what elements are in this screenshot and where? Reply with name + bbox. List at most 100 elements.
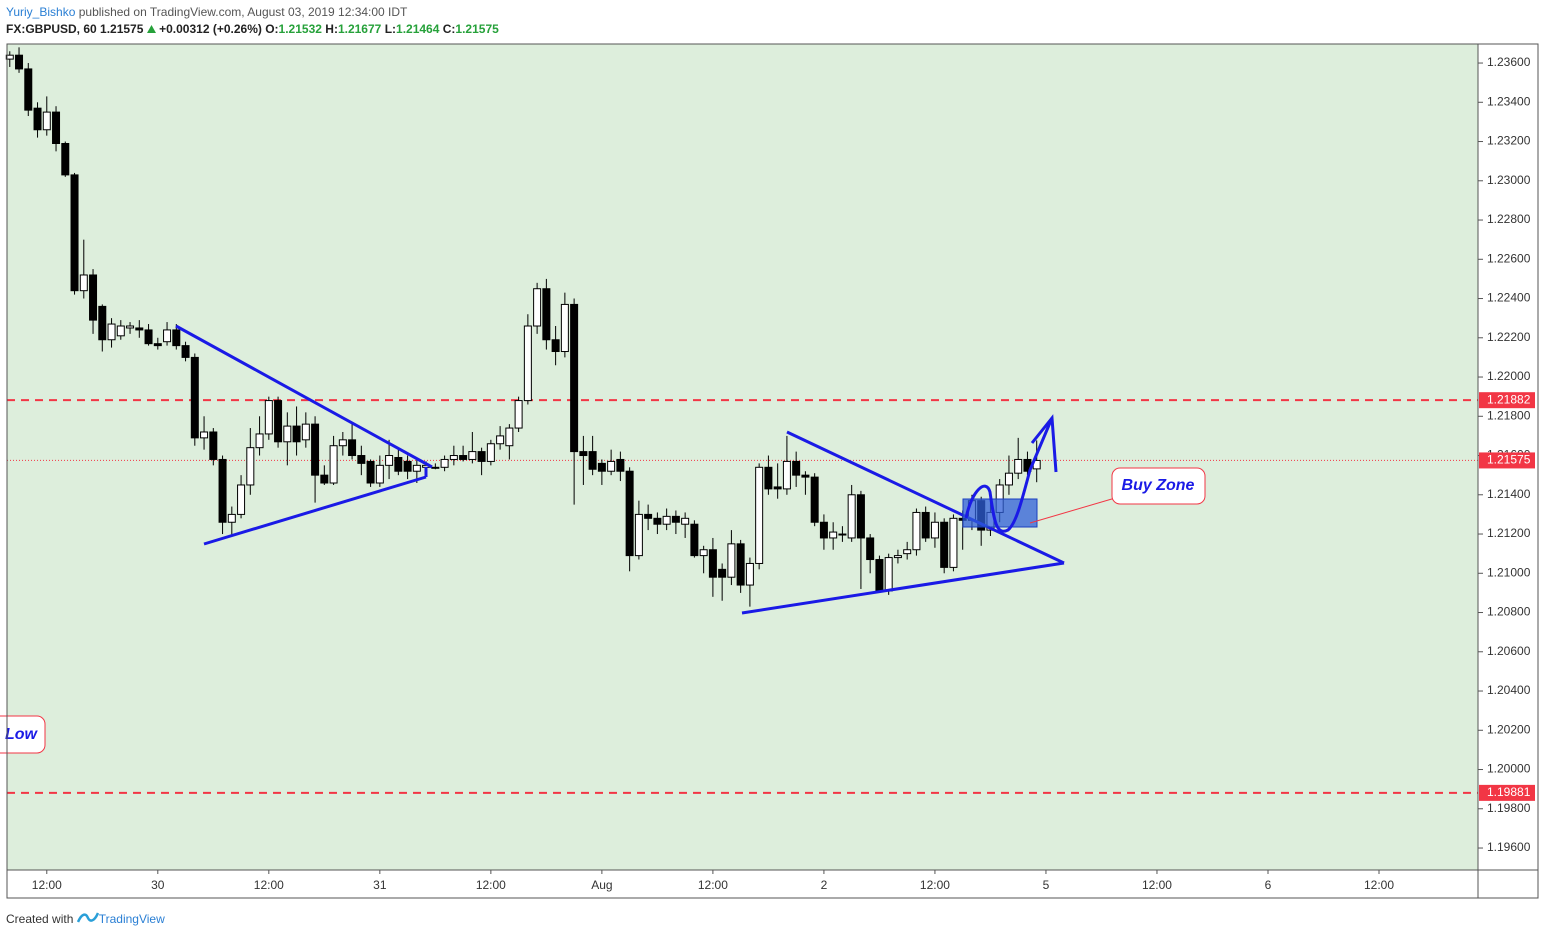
candle-body — [338, 439, 347, 447]
candle-body — [153, 343, 162, 347]
ohlc-l: 1.21464 — [396, 22, 440, 36]
price-label-bg — [1479, 452, 1535, 469]
y-tick-label: 1.21400 — [1487, 487, 1531, 501]
candle-body — [903, 549, 912, 555]
candle-body — [329, 445, 338, 484]
price-label: 1.21882 — [1487, 392, 1531, 406]
brand-logo — [76, 912, 99, 923]
ohlc-o-label: O: — [265, 22, 279, 36]
candle-body — [264, 400, 273, 435]
candle-body — [884, 557, 893, 592]
footer: Created with TradingView — [6, 911, 165, 926]
candle-body — [274, 400, 283, 443]
candle-body — [579, 451, 588, 457]
x-tick-label: 12:00 — [1364, 878, 1394, 892]
symbol: FX:GBPUSD, 60 — [6, 22, 97, 36]
candle-body — [644, 513, 653, 519]
candle-body — [301, 423, 310, 441]
y-tick-label: 1.22200 — [1487, 330, 1531, 344]
x-tick-label: 6 — [1265, 878, 1272, 892]
x-tick-label: 12:00 — [32, 878, 62, 892]
y-tick-label: 1.22800 — [1487, 212, 1531, 226]
candle-body — [412, 464, 421, 472]
candle-body — [126, 325, 135, 329]
candle-body — [847, 494, 856, 539]
candle-body — [607, 460, 616, 472]
candle-body — [718, 568, 727, 578]
y-tick-label: 1.21200 — [1487, 526, 1531, 540]
candle-body — [348, 439, 357, 457]
y-tick-label: 1.20400 — [1487, 683, 1531, 697]
candle-body — [486, 443, 495, 462]
candle-body — [653, 517, 662, 525]
candle-body — [33, 107, 42, 131]
trend-line — [741, 561, 1065, 615]
price-label: 1.21575 — [1487, 453, 1531, 467]
x-tick-label: 12:00 — [476, 878, 506, 892]
y-tick-label: 1.23400 — [1487, 94, 1531, 108]
candle-body — [588, 451, 597, 470]
y-tick-label: 1.20800 — [1487, 605, 1531, 619]
candle-body — [246, 447, 255, 486]
projection-path — [964, 417, 1054, 533]
candle-body — [237, 484, 246, 515]
candle-body — [681, 517, 690, 525]
candle-body — [671, 515, 680, 523]
candle-body — [15, 54, 24, 70]
candle-body — [708, 549, 717, 578]
frame — [6, 43, 1539, 899]
candle-body — [496, 435, 505, 445]
candle-body — [930, 521, 939, 539]
y-tick-label: 1.21000 — [1487, 565, 1531, 579]
arrow-head — [1030, 414, 1058, 473]
footer-brand[interactable]: TradingView — [98, 912, 165, 926]
y-tick-label: 1.23000 — [1487, 173, 1531, 187]
published: published on TradingView.com, August 03,… — [78, 5, 408, 19]
candle-body — [144, 329, 153, 345]
publish-line: Yuriy_Bishko published on TradingView.co… — [6, 5, 407, 19]
candle-body — [829, 531, 838, 539]
candle-body — [283, 425, 292, 443]
price-label-bg — [1479, 392, 1535, 409]
candle-body — [227, 513, 236, 523]
author[interactable]: Yuriy_Bishko — [6, 5, 76, 19]
x-tick-label: 12:00 — [920, 878, 950, 892]
candle-body — [385, 455, 394, 466]
callout-box — [1111, 467, 1206, 505]
candle-body — [449, 455, 458, 460]
callout-pointer — [1029, 495, 1123, 524]
candle-body — [107, 323, 116, 341]
change: +0.00312 (+0.26%) — [159, 22, 262, 36]
drawings — [175, 324, 1065, 615]
y-tick-label: 1.19800 — [1487, 801, 1531, 815]
candle-body — [431, 466, 440, 469]
candle-body — [514, 400, 523, 429]
candle-body — [89, 274, 98, 321]
candle-body — [856, 494, 865, 539]
y-tick-label: 1.20200 — [1487, 722, 1531, 736]
candle-body — [727, 543, 736, 578]
ohlc-o: 1.21532 — [278, 22, 322, 36]
price-label: 1.19881 — [1487, 785, 1531, 799]
x-tick-label: 5 — [1043, 878, 1050, 892]
candle-body — [745, 562, 754, 586]
candle-body — [357, 455, 366, 464]
candle-body — [79, 274, 88, 292]
candle-body — [255, 433, 264, 449]
candle-body — [560, 303, 569, 353]
symbol-line: FX:GBPUSD, 60 1.21575 +0.00312 (+0.26%) … — [6, 22, 499, 36]
candle-body — [403, 460, 412, 472]
x-tick-label: 31 — [373, 878, 387, 892]
candle-body — [866, 537, 875, 561]
ohlc-c-label: C: — [442, 22, 456, 36]
candle-body — [736, 543, 745, 586]
callout-text: Low — [5, 726, 39, 743]
candle-body — [570, 303, 579, 453]
last: 1.21575 — [100, 22, 144, 36]
candle-body — [940, 521, 949, 568]
y-tick-label: 1.19600 — [1487, 840, 1531, 854]
candle-body — [61, 142, 70, 176]
candle-body — [190, 356, 199, 439]
candle-body — [523, 325, 532, 402]
buy-zone-box — [962, 498, 1038, 528]
